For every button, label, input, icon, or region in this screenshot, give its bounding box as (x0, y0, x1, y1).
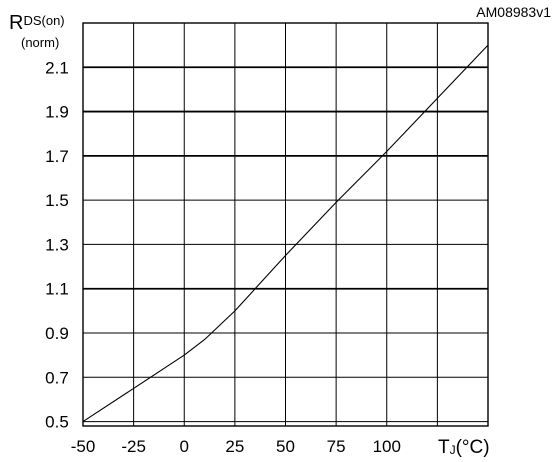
figure-id: AM08983v1 (476, 4, 551, 20)
x-axis-title: TJ(°C) (438, 437, 490, 458)
x-tick-label: -50 (71, 437, 96, 456)
tick-label-layer: 0.5 0.7 0.9 1.1 1.3 1.5 1.7 1.9 2.1 -50 -25 0 25 50 75… (45, 58, 401, 456)
x-tick-label: 50 (276, 437, 295, 456)
y-tick-label: 0.7 (45, 368, 69, 387)
y-tick-label: 1.7 (45, 147, 69, 166)
x-tick-label: -25 (121, 437, 146, 456)
y-tick-label: 1.9 (45, 103, 69, 122)
y-tick-label: 0.9 (45, 324, 69, 343)
y-axis-unit: (norm) (21, 35, 59, 50)
y-tick-label: 2.1 (45, 58, 69, 77)
x-axis-title-unit: (°C) (456, 437, 490, 458)
curve-layer (82, 44, 489, 423)
y-tick-label: 1.3 (45, 235, 69, 254)
x-tick-label: 25 (225, 437, 244, 456)
x-tick-label: 75 (327, 437, 346, 456)
x-tick-label: 100 (373, 437, 401, 456)
y-tick-label: 1.1 (45, 280, 69, 299)
y-axis-title-subscript: DS(on) (23, 13, 64, 28)
rdson-curve (82, 44, 489, 423)
y-axis-title: RDS(on) (9, 12, 65, 34)
x-axis-title-subscript: J (450, 443, 456, 457)
grid-layer (82, 22, 489, 427)
y-tick-label: 1.5 (45, 191, 69, 210)
y-axis-title-main: R (9, 12, 23, 34)
x-axis-title-main: T (438, 437, 450, 458)
y-tick-label: 0.5 (45, 413, 69, 432)
x-tick-label: 0 (180, 437, 189, 456)
